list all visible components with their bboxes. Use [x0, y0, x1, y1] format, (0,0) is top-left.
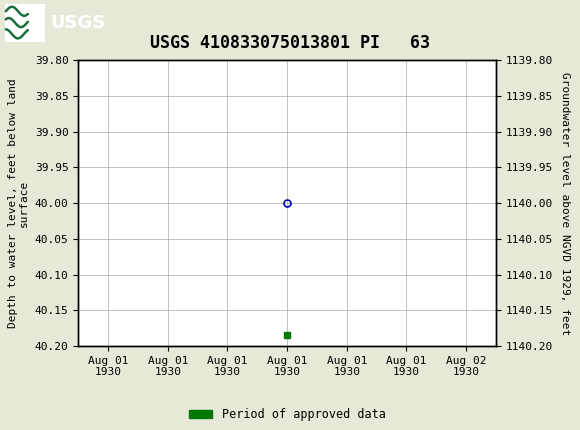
Y-axis label: Depth to water level, feet below land
surface: Depth to water level, feet below land su…	[8, 78, 29, 328]
Text: USGS 410833075013801 PI   63: USGS 410833075013801 PI 63	[150, 34, 430, 52]
Text: USGS: USGS	[50, 14, 105, 31]
Bar	[5, 3, 45, 42]
Legend: Period of approved data: Period of approved data	[184, 404, 390, 426]
Y-axis label: Groundwater level above NGVD 1929, feet: Groundwater level above NGVD 1929, feet	[560, 71, 570, 335]
